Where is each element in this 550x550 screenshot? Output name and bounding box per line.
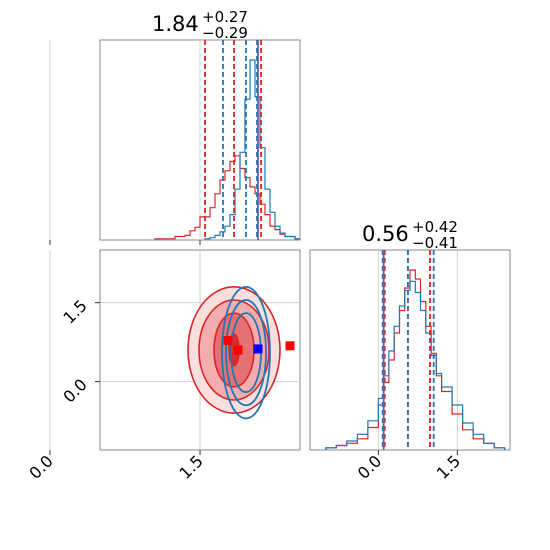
hist-series bbox=[154, 155, 300, 240]
y-tick-label: 0.0 bbox=[59, 375, 90, 406]
panel-param1-hist: 1.84 +0.27 −0.29 bbox=[49, 8, 301, 245]
hist-series bbox=[325, 269, 506, 450]
title-param1-value: 1.84 bbox=[152, 12, 199, 36]
title-param2-value: 0.56 bbox=[362, 222, 409, 246]
red-marker bbox=[16, 317, 25, 326]
x-tick-label: 0.0 bbox=[25, 451, 56, 482]
contour-b bbox=[221, 285, 271, 420]
y-tick-label: 1.5 bbox=[59, 296, 90, 327]
panel-param2-hist: 0.0 1.5 0.56 +0.42 −0.41 bbox=[309, 218, 511, 483]
title-param1-plus: +0.27 bbox=[202, 8, 248, 26]
hist-area bbox=[325, 250, 506, 450]
contour-b bbox=[225, 299, 267, 407]
hist-series bbox=[204, 59, 300, 240]
panel-2d-density: 0.0 1.5 0.0 1.5 bbox=[16, 249, 301, 483]
title-param2-minus: −0.41 bbox=[412, 234, 458, 252]
blue-marker bbox=[253, 344, 263, 354]
x-tick-label: 1.5 bbox=[175, 451, 206, 482]
axis-ticks: 0.0 1.5 bbox=[354, 450, 464, 483]
hist-series bbox=[325, 280, 506, 450]
red-marker bbox=[223, 336, 233, 346]
x-tick-label: 0.0 bbox=[354, 451, 385, 482]
red-marker bbox=[285, 341, 295, 351]
red-marker bbox=[233, 345, 243, 355]
x-tick-label: 1.5 bbox=[433, 451, 464, 482]
gridlines bbox=[49, 40, 201, 245]
title-param1-minus: −0.29 bbox=[202, 24, 248, 42]
density-area bbox=[16, 285, 295, 420]
title-param2-plus: +0.42 bbox=[412, 218, 458, 236]
hist-area bbox=[154, 40, 300, 240]
